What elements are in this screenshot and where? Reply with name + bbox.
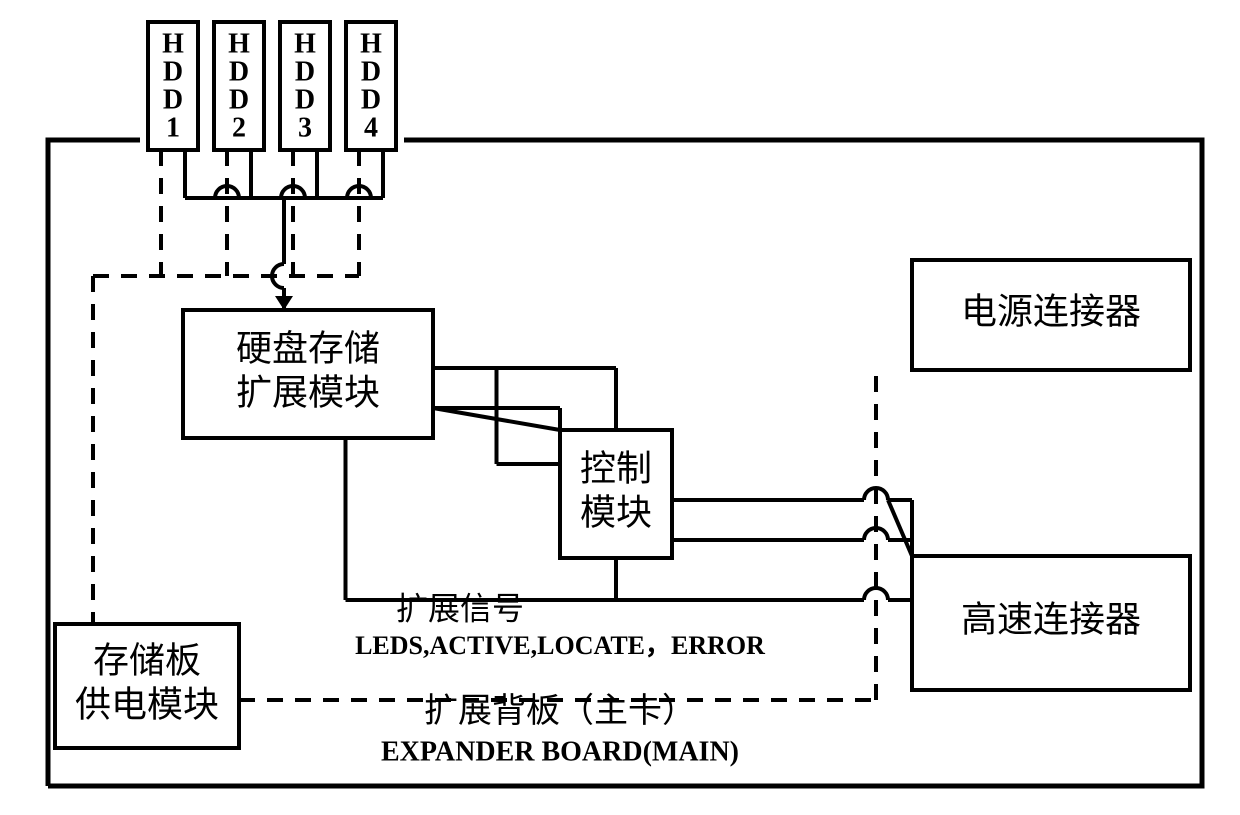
hdd-label-char: 3 bbox=[298, 112, 312, 143]
hdd-label-char: D bbox=[295, 56, 315, 87]
hdd-label-char: D bbox=[163, 56, 183, 87]
block-diagram: HDD1HDD2HDD3HDD4硬盘存储扩展模块控制模块电源连接器高速连接器存储… bbox=[0, 0, 1240, 815]
storage-expander-line2: 扩展模块 bbox=[236, 372, 380, 412]
label-backplane-cn: 扩展背板（主卡） bbox=[424, 692, 696, 730]
hdd-label-char: 2 bbox=[232, 112, 246, 143]
label-ext-signal: 扩展信号 bbox=[396, 590, 524, 626]
control-module-line1: 控制 bbox=[580, 448, 652, 488]
hdd-label-char: H bbox=[228, 28, 250, 59]
label-backplane-en: EXPANDER BOARD(MAIN) bbox=[381, 736, 739, 767]
hdd-label-char: D bbox=[295, 84, 315, 115]
hdd-label-char: 1 bbox=[166, 112, 180, 143]
hdd-label-char: D bbox=[361, 56, 381, 87]
hdd-label-char: D bbox=[361, 84, 381, 115]
storage-expander-line1: 硬盘存储 bbox=[236, 328, 380, 368]
power-module-line1: 存储板 bbox=[93, 640, 201, 680]
hdd-label-char: H bbox=[360, 28, 382, 59]
power-connector-label: 电源连接器 bbox=[961, 291, 1141, 331]
hdd-label-char: 4 bbox=[364, 112, 378, 143]
hdd-label-char: H bbox=[162, 28, 184, 59]
hdd-label-char: D bbox=[229, 84, 249, 115]
hdd-label-char: D bbox=[229, 56, 249, 87]
label-leds: LEDS,ACTIVE,LOCATE，ERROR bbox=[355, 631, 765, 660]
power-module-line2: 供电模块 bbox=[75, 684, 219, 724]
control-module-line2: 模块 bbox=[580, 492, 652, 532]
hdd-label-char: D bbox=[163, 84, 183, 115]
hdd-label-char: H bbox=[294, 28, 316, 59]
hispeed-connector-label: 高速连接器 bbox=[961, 599, 1141, 639]
